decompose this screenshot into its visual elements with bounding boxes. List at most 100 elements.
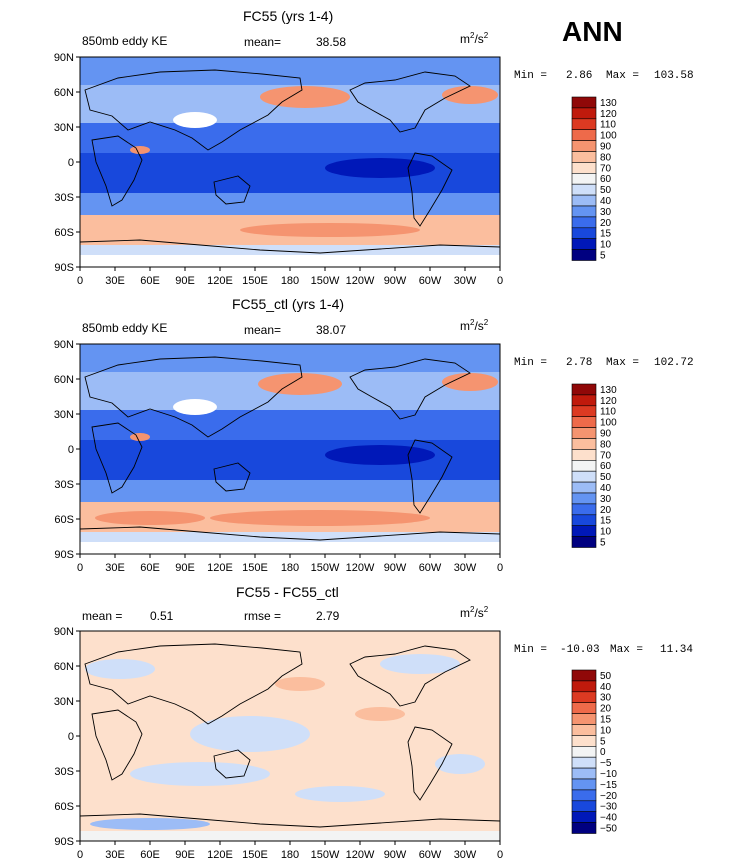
lon-tick-label: 0 (497, 275, 503, 287)
colorbar-swatch (571, 173, 597, 185)
coastline-north-america (349, 358, 471, 420)
lon-tick-label: 30E (105, 849, 125, 861)
colorbar-swatch (571, 118, 597, 130)
atlantic-storm-track (442, 373, 498, 391)
lon-tick-label: 120W (346, 562, 375, 574)
colorbar-swatch (571, 481, 597, 494)
colorbar-level-label: 50 (600, 472, 612, 483)
coastline-antarctica (80, 239, 500, 254)
lon-tick-label: 90E (175, 562, 195, 574)
colorbar-swatch (571, 767, 597, 780)
lon-tick-label: 180 (281, 275, 299, 287)
lat-tick-label: 90N (54, 339, 74, 351)
panel-1-min-label: Min = (514, 70, 548, 82)
colorbar-swatch (571, 140, 597, 152)
lon-tick-label: 150W (311, 275, 340, 287)
colorbar-swatch (571, 151, 597, 163)
colorbar-swatch (571, 756, 597, 769)
coastline-australia (213, 749, 251, 779)
colorbar-swatch (571, 162, 597, 174)
colorbar-swatch (571, 394, 597, 407)
himalaya-missing (173, 112, 217, 128)
lon-tick-label: 0 (77, 275, 83, 287)
colorbar-swatch (571, 438, 597, 450)
coastline-australia (213, 462, 251, 492)
colorbar-swatch (571, 249, 597, 261)
band-antarctica (80, 542, 500, 554)
colorbar-level-label: 5 (600, 736, 606, 747)
colorbar-swatch (571, 800, 597, 813)
colorbar-level-label: 90 (600, 429, 612, 440)
lat-tick-label: 60N (54, 374, 74, 386)
diff-blob-8 (275, 677, 325, 691)
coastline-north-america (349, 645, 471, 707)
colorbar-swatch (571, 427, 597, 439)
panel-1-lon-axis: 0 30E 60E 90E 120E 150E 180 150W 120W 90W 60W 30W 0 (77, 267, 503, 287)
lon-tick-label: 60W (419, 275, 442, 287)
lat-tick-label: 60S (54, 801, 74, 813)
colorbar-level-label: 70 (600, 450, 612, 461)
colorbar-swatch (571, 746, 597, 758)
colorbar-level-label: 80 (600, 152, 612, 163)
colorbar-level-label: 40 (600, 196, 612, 207)
southern-storm-track (210, 510, 430, 526)
panel-1-min-value: 2.86 (566, 70, 593, 82)
band-polar-north (80, 344, 500, 372)
colorbar-level-label: 110 (600, 120, 616, 131)
panel-2-mean-label: mean= (244, 323, 282, 337)
colorbar-level-label: 50 (600, 671, 612, 682)
panel-2-map: 90N 60N 30N 0 30S 60S 90S 0 30E 60E 90E 120E 150E 18… (54, 339, 503, 574)
colorbar-level-label: 10 (600, 240, 612, 251)
lat-tick-label: 60S (54, 227, 74, 239)
colorbar-swatch (571, 536, 597, 548)
colorbar-swatch (571, 107, 597, 120)
colorbar-swatch (571, 416, 597, 428)
colorbar-level-label: 20 (600, 218, 612, 229)
panel-2-field-label: 850mb eddy KE (82, 321, 168, 335)
lat-tick-label: 0 (68, 731, 74, 743)
lon-tick-label: 150E (242, 849, 268, 861)
diff-blob-1 (85, 659, 155, 679)
coastline-eurasia (84, 69, 303, 151)
coastline-eurasia (84, 356, 303, 438)
panel-1-title: FC55 (yrs 1-4) (243, 8, 334, 24)
lat-tick-label: 30N (54, 696, 74, 708)
colorbar-swatch (571, 183, 597, 196)
lat-tick-label: 60N (54, 87, 74, 99)
band-subtropics-south (80, 480, 500, 502)
band-tropics (80, 440, 500, 480)
lat-tick-label: 30S (54, 766, 74, 778)
panel-1-units: m2/s2 (460, 31, 489, 46)
pacific-storm-track (258, 373, 342, 395)
himalaya-missing (173, 399, 217, 415)
panel-1-max-label: Max = (606, 70, 640, 82)
band-antarctic-edge (80, 245, 500, 255)
colorbar-level-label: 60 (600, 461, 612, 472)
lat-tick-label: 30S (54, 479, 74, 491)
panel-3-rmse-label: rmse = (244, 609, 282, 623)
colorbar-level-label: 10 (600, 527, 612, 538)
coastline-antarctica (80, 526, 500, 541)
coastline-africa (91, 709, 143, 781)
colorbar-swatch (571, 405, 597, 417)
colorbar-level-label: −50 (600, 824, 617, 835)
lat-tick-label: 90S (54, 836, 74, 848)
atlantic-storm-track (442, 86, 498, 104)
panel-2-lat-axis: 90N 60N 30N 0 30S 60S 90S (54, 339, 80, 561)
panel-2-max-value: 102.72 (654, 357, 694, 369)
band-subtropics-north (80, 123, 500, 153)
band-subtropics-south (80, 193, 500, 215)
colorbar-swatch (571, 789, 597, 802)
diff-blob-4 (380, 654, 460, 674)
lon-tick-label: 60E (140, 562, 160, 574)
colorbar-level-label: 90 (600, 142, 612, 153)
coastline-antarctica (80, 813, 500, 828)
lon-tick-label: 0 (497, 849, 503, 861)
colorbar-level-label: 120 (600, 396, 617, 407)
lon-tick-label: 30W (454, 562, 477, 574)
colorbar-swatch (571, 216, 597, 229)
panel-2-max-label: Max = (606, 357, 640, 369)
panel-3-mean-value: 0.51 (150, 609, 174, 623)
panel-3-lat-axis: 90N 60N 30N 0 30S 60S 90S (54, 626, 80, 848)
panel-2-mean-value: 38.07 (316, 323, 347, 337)
